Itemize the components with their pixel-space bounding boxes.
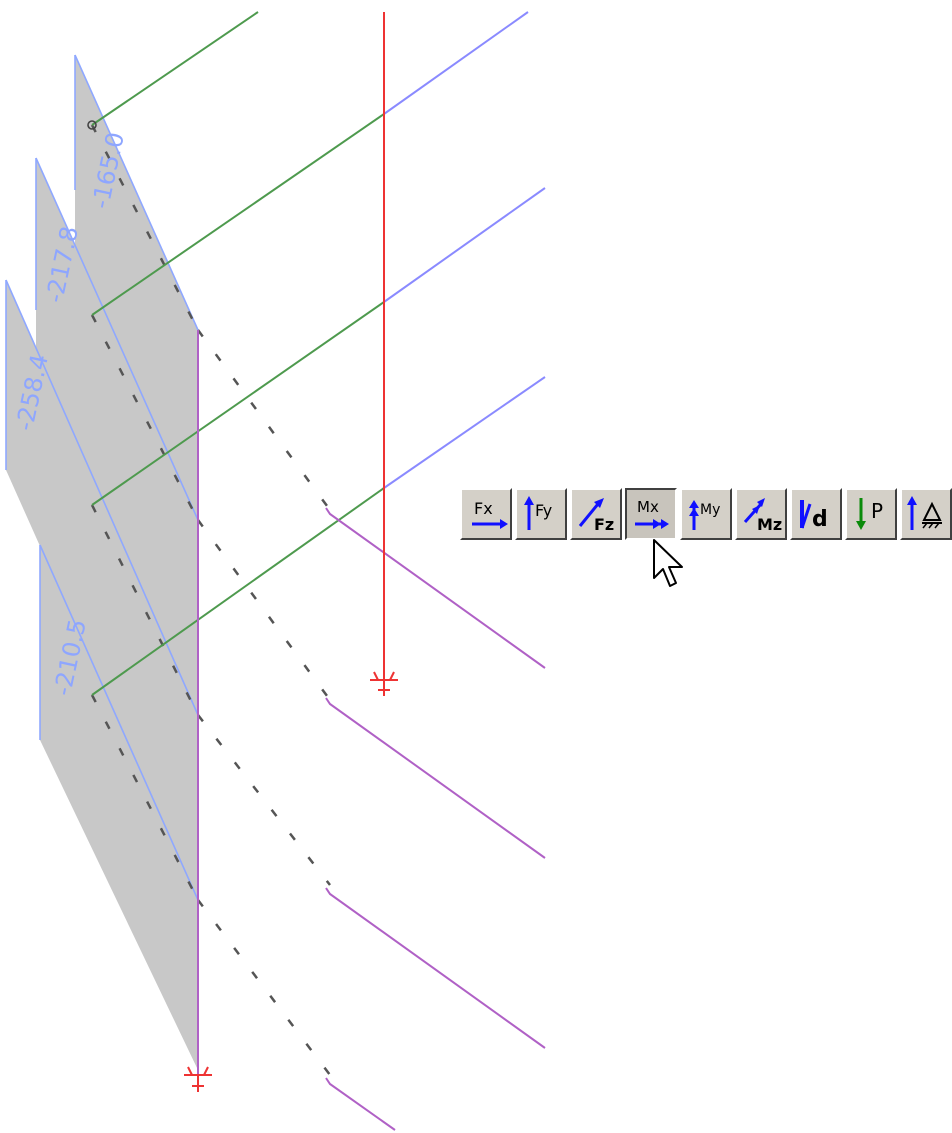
green-beam [91, 487, 385, 696]
deflection-button[interactable]: d [790, 488, 842, 540]
node-marker [87, 120, 97, 130]
result-toolbar: Fx Fy Fz Mx My [460, 488, 952, 542]
purple-beam [325, 887, 546, 1049]
svg-text:Fz: Fz [594, 515, 614, 534]
blue-beam [383, 11, 529, 115]
svg-text:Fy: Fy [535, 501, 552, 520]
green-beam [91, 113, 385, 316]
svg-text:Mx: Mx [637, 498, 659, 516]
diagram-outline [35, 157, 199, 521]
diagram-strip-1 [75, 55, 198, 525]
arrow-up-icon: Fy [524, 496, 552, 530]
dashed-member [197, 714, 331, 886]
double-arrow-right-icon: Mx [635, 498, 669, 529]
purple-beam [325, 507, 546, 669]
svg-text:d: d [812, 507, 828, 532]
deflection-icon: d [800, 500, 828, 532]
diagram-strip-4 [40, 545, 198, 1070]
support-reaction-icon [907, 496, 942, 530]
svg-text:P: P [871, 499, 883, 523]
fz-button[interactable]: Fz [570, 488, 622, 540]
mz-button[interactable]: Mz [735, 488, 787, 540]
support-icon [184, 1066, 212, 1092]
support-icon [370, 671, 398, 696]
dashed-member [196, 519, 332, 701]
p-button[interactable]: P [845, 488, 897, 540]
my-button[interactable]: My [680, 488, 732, 540]
diagram-outline [39, 544, 199, 901]
fy-button[interactable]: Fy [515, 488, 567, 540]
double-arrow-up-icon: My [689, 500, 720, 530]
green-beam [91, 11, 259, 126]
green-beam [91, 301, 385, 506]
support-reaction-button[interactable] [900, 488, 952, 540]
fx-button[interactable]: Fx [460, 488, 512, 540]
arrow-diagonal-icon: Fz [578, 498, 614, 534]
arrow-right-icon: Fx [472, 499, 508, 529]
blue-beam [383, 376, 546, 489]
svg-text:Mz: Mz [757, 515, 782, 534]
dashed-member [196, 329, 332, 511]
mx-button[interactable]: Mx [625, 488, 677, 540]
dashed-member [197, 899, 331, 1076]
svg-text:My: My [700, 502, 720, 518]
purple-beam [325, 1077, 396, 1131]
diagram-strip-3 [6, 280, 198, 900]
svg-text:Fx: Fx [474, 499, 493, 518]
double-arrow-diagonal-icon: Mz [743, 498, 782, 534]
diagram-outline [74, 54, 199, 331]
purple-beam [325, 697, 546, 859]
diagram-strip-2 [36, 158, 198, 715]
arrow-down-icon: P [856, 498, 883, 530]
mouse-pointer-icon [653, 539, 683, 587]
blue-beam [383, 187, 546, 303]
